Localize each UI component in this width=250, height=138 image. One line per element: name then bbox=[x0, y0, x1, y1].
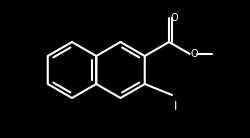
Text: I: I bbox=[174, 100, 177, 113]
Text: O: O bbox=[190, 49, 198, 59]
Text: O: O bbox=[171, 13, 178, 23]
